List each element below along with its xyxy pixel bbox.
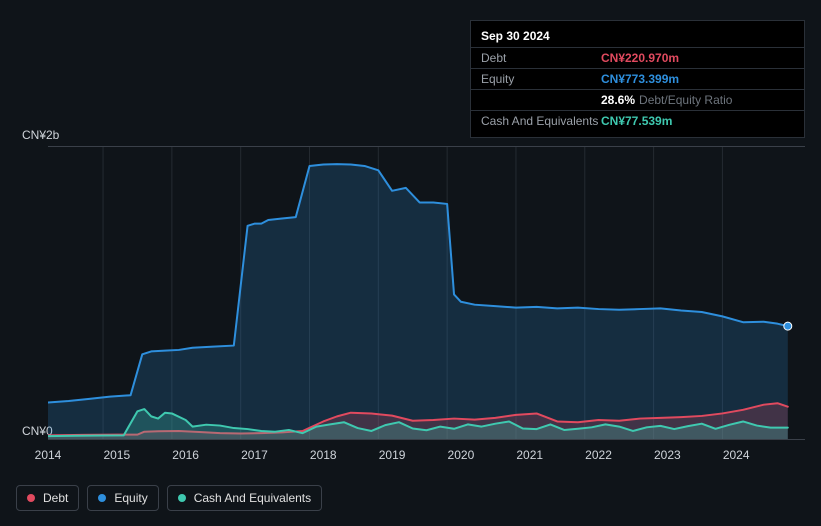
legend-dot-icon <box>27 494 35 502</box>
x-axis-label: 2016 <box>172 448 199 462</box>
tooltip-label: Cash And Equivalents <box>481 113 601 129</box>
tooltip-row-debt: Debt CN¥220.970m <box>471 47 804 68</box>
y-axis-label-top: CN¥2b <box>22 128 59 142</box>
legend-label: Debt <box>43 491 68 505</box>
legend-item-equity[interactable]: Equity <box>87 485 158 511</box>
tooltip-ratio-text: Debt/Equity Ratio <box>639 92 732 108</box>
tooltip-label: Equity <box>481 71 601 87</box>
legend-dot-icon <box>98 494 106 502</box>
x-axis-label: 2024 <box>723 448 750 462</box>
legend-label: Equity <box>114 491 147 505</box>
tooltip-value-equity: CN¥773.399m <box>601 71 679 87</box>
debt-equity-chart: Sep 30 2024 Debt CN¥220.970m Equity CN¥7… <box>0 0 821 526</box>
x-axis-label: 2015 <box>103 448 130 462</box>
plot-svg <box>48 147 805 439</box>
x-axis-label: 2018 <box>310 448 337 462</box>
chart-legend: Debt Equity Cash And Equivalents <box>16 485 322 511</box>
tooltip-date: Sep 30 2024 <box>471 27 804 47</box>
tooltip-label: Debt <box>481 50 601 66</box>
tooltip-value-debt: CN¥220.970m <box>601 50 679 66</box>
chart-tooltip: Sep 30 2024 Debt CN¥220.970m Equity CN¥7… <box>470 20 805 138</box>
x-axis-label: 2014 <box>35 448 62 462</box>
x-axis-label: 2022 <box>585 448 612 462</box>
tooltip-row-equity: Equity CN¥773.399m <box>471 68 804 89</box>
tooltip-label-empty <box>481 92 601 108</box>
legend-item-cash[interactable]: Cash And Equivalents <box>167 485 322 511</box>
x-axis-label: 2019 <box>379 448 406 462</box>
legend-dot-icon <box>178 494 186 502</box>
tooltip-ratio-pct: 28.6% <box>601 92 635 108</box>
x-axis-label: 2021 <box>516 448 543 462</box>
tooltip-row-cash: Cash And Equivalents CN¥77.539m <box>471 110 804 131</box>
plot-area[interactable] <box>48 146 805 440</box>
tooltip-row-ratio: 28.6% Debt/Equity Ratio <box>471 89 804 110</box>
x-axis-label: 2017 <box>241 448 268 462</box>
legend-item-debt[interactable]: Debt <box>16 485 79 511</box>
tooltip-value-cash: CN¥77.539m <box>601 113 672 129</box>
legend-label: Cash And Equivalents <box>194 491 311 505</box>
x-axis-label: 2020 <box>448 448 475 462</box>
x-axis-label: 2023 <box>654 448 681 462</box>
